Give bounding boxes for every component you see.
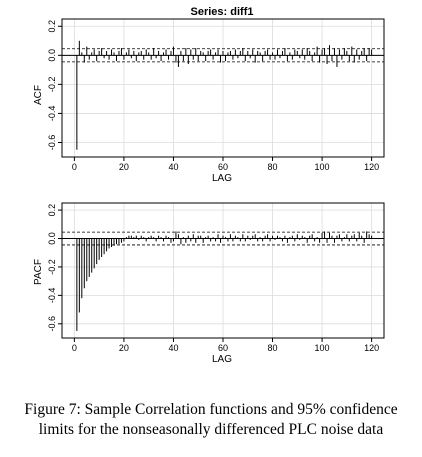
caption-line-1: Figure 7: Sample Correlation functions a… — [24, 401, 398, 418]
acf-ytick-label: 0.0 — [47, 49, 57, 62]
pacf-xtick-label: 120 — [364, 343, 379, 353]
acf-xtick-label: 60 — [218, 162, 228, 172]
pacf-ytick-label: 0.2 — [47, 204, 57, 217]
pacf-ytick-label: -0.4 — [47, 288, 57, 304]
acf-xtick-label: 0 — [72, 162, 77, 172]
pacf-ytick-label: -0.2 — [47, 259, 57, 275]
pacf-xlabel: LAG — [212, 354, 232, 365]
pacf-xtick-label: 60 — [218, 343, 228, 353]
acf-xtick-label: 80 — [268, 162, 278, 172]
pacf-xtick-label: 0 — [72, 343, 77, 353]
caption-line-2: limits for the nonseasonally differenced… — [38, 421, 384, 438]
pacf-xtick-label: 80 — [268, 343, 278, 353]
pacf-ylabel: PACF — [33, 259, 44, 285]
acf-panel: Series: diff1 LAG ACF 0 20 40 60 80 100 120 -0.… — [33, 6, 385, 184]
acf-xlabel: LAG — [212, 173, 232, 184]
acf-ytick-label: -0.6 — [47, 135, 57, 151]
pacf-xtick-label: 40 — [168, 343, 178, 353]
acf-ytick-label: -0.4 — [47, 106, 57, 122]
figure-caption: Figure 7: Sample Correlation functions a… — [0, 400, 422, 440]
acf-ytick-label: 0.2 — [47, 20, 57, 33]
pacf-ytick-label: 0.0 — [47, 232, 57, 245]
acf-xtick-label: 120 — [364, 162, 379, 172]
pacf-xtick-label: 100 — [315, 343, 330, 353]
pacf-ytick-label: -0.6 — [47, 316, 57, 332]
acf-title: Series: diff1 — [191, 6, 254, 18]
acf-xtick-label: 40 — [168, 162, 178, 172]
acf-xtick-label: 100 — [315, 162, 330, 172]
acf-xtick-label: 20 — [119, 162, 129, 172]
pacf-panel: LAG PACF 0 20 40 60 80 100 120 -0.6 -0.4 -0.2 0.0 0… — [33, 202, 385, 365]
acf-ylabel: ACF — [33, 85, 44, 105]
pacf-xtick-label: 20 — [119, 343, 129, 353]
acf-ytick-label: -0.2 — [47, 77, 57, 93]
